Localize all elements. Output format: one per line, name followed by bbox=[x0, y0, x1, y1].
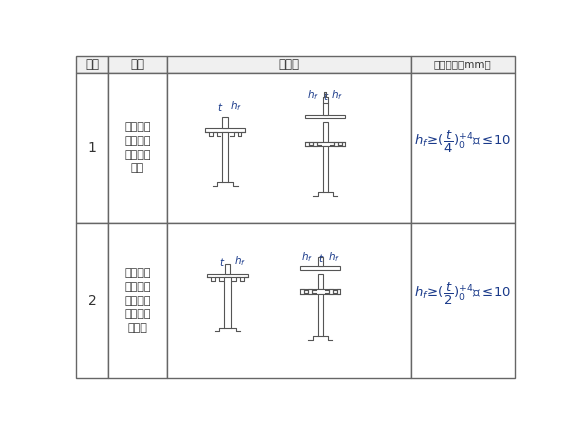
Text: $h_f$: $h_f$ bbox=[234, 254, 245, 268]
Text: 焊透角接: 焊透角接 bbox=[124, 295, 151, 305]
Text: 验算的全: 验算的全 bbox=[124, 282, 151, 292]
Bar bbox=[323, 146, 328, 192]
Text: t: t bbox=[323, 92, 327, 102]
Text: 允许偏差（mm）: 允许偏差（mm） bbox=[434, 59, 491, 69]
Bar bbox=[300, 289, 340, 294]
Bar bbox=[317, 257, 323, 266]
Bar bbox=[411, 223, 514, 378]
Text: t: t bbox=[219, 258, 224, 268]
Bar bbox=[317, 294, 323, 336]
Text: 1: 1 bbox=[88, 141, 97, 155]
Text: $h_f\!\geq\!(\dfrac{t}{4})_0^{+4}$且$\leq\!10$: $h_f\!\geq\!(\dfrac{t}{4})_0^{+4}$且$\leq… bbox=[414, 128, 511, 155]
Bar bbox=[108, 73, 166, 223]
Text: 一般全锈: 一般全锈 bbox=[124, 122, 151, 132]
Text: $h_f$: $h_f$ bbox=[307, 89, 319, 102]
Text: t: t bbox=[217, 103, 221, 113]
Bar bbox=[166, 223, 411, 378]
Bar bbox=[108, 56, 166, 73]
Text: $h_f$: $h_f$ bbox=[331, 89, 343, 102]
Bar bbox=[205, 128, 245, 132]
Bar bbox=[323, 103, 328, 114]
Bar bbox=[300, 266, 340, 270]
Bar bbox=[207, 273, 248, 277]
Bar bbox=[222, 117, 228, 128]
Text: $h_f\!\geq\!(\dfrac{t}{2})_0^{+4}$且$\leq\!10$: $h_f\!\geq\!(\dfrac{t}{2})_0^{+4}$且$\leq… bbox=[414, 281, 511, 308]
Text: 与对接组: 与对接组 bbox=[124, 309, 151, 319]
Bar bbox=[222, 132, 229, 182]
Bar bbox=[166, 56, 411, 73]
Bar bbox=[76, 223, 108, 378]
Bar bbox=[305, 142, 346, 146]
Text: $h_f$: $h_f$ bbox=[301, 250, 313, 264]
Text: 示意图: 示意图 bbox=[278, 57, 299, 71]
Text: 需经疲劳: 需经疲劳 bbox=[124, 268, 151, 278]
Bar bbox=[411, 73, 514, 223]
Bar bbox=[224, 277, 231, 327]
Bar bbox=[323, 122, 328, 142]
Bar bbox=[225, 264, 230, 273]
Text: 项目: 项目 bbox=[131, 57, 145, 71]
Text: t: t bbox=[319, 254, 323, 264]
Bar bbox=[76, 56, 108, 73]
Bar bbox=[166, 73, 411, 223]
Bar bbox=[305, 114, 346, 118]
Bar bbox=[76, 73, 108, 223]
Text: 2: 2 bbox=[88, 294, 97, 308]
Bar bbox=[317, 273, 323, 289]
Text: 序号: 序号 bbox=[85, 57, 99, 71]
Text: 合焊缝: 合焊缝 bbox=[127, 323, 147, 333]
Text: $h_f$: $h_f$ bbox=[230, 99, 241, 113]
Bar bbox=[108, 223, 166, 378]
Text: 对接组合: 对接组合 bbox=[124, 149, 151, 160]
Text: 的角接与: 的角接与 bbox=[124, 136, 151, 146]
Text: 焊缝: 焊缝 bbox=[131, 163, 144, 174]
Bar bbox=[411, 56, 514, 73]
Text: $h_f$: $h_f$ bbox=[328, 250, 340, 264]
